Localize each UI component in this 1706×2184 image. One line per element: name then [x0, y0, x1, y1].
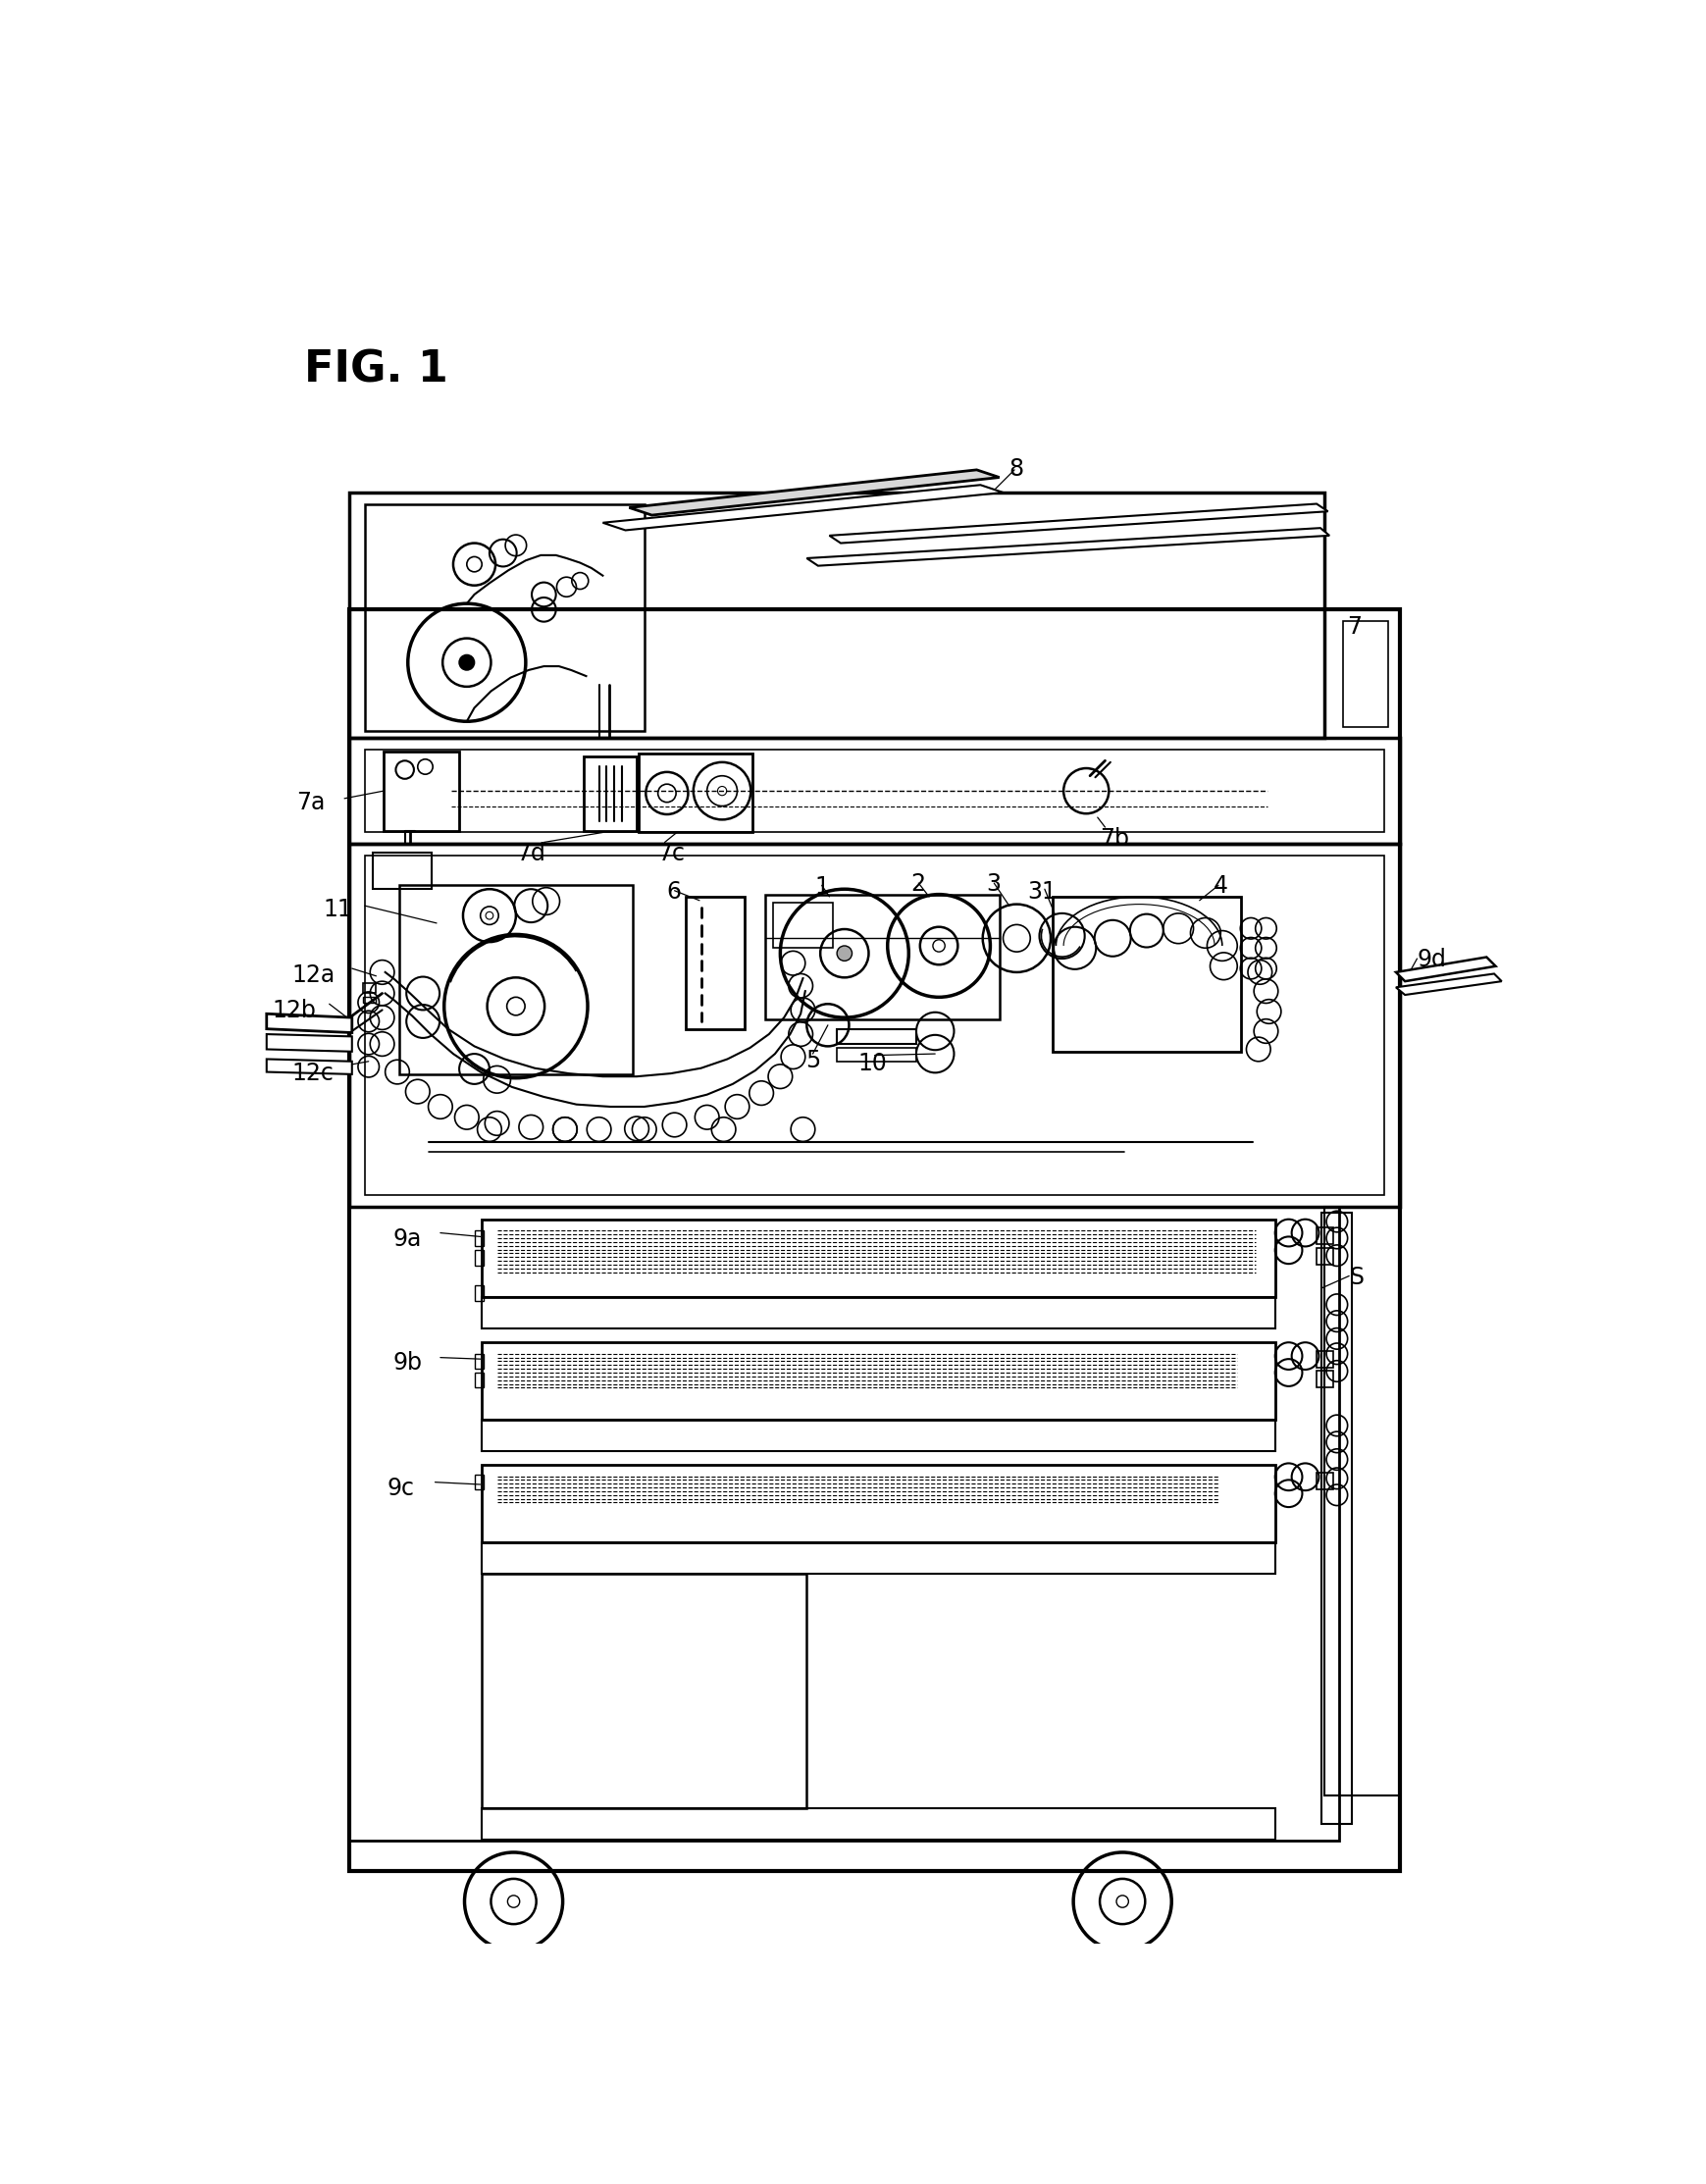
Text: 31: 31 — [1027, 880, 1056, 904]
Text: FIG. 1: FIG. 1 — [304, 349, 449, 391]
Bar — [481, 1542, 1274, 1575]
Bar — [1317, 1372, 1332, 1387]
Bar — [363, 996, 375, 1002]
Text: 9d: 9d — [1418, 948, 1447, 972]
Text: 7c: 7c — [657, 843, 684, 865]
Bar — [583, 758, 636, 830]
Polygon shape — [266, 1059, 351, 1075]
Text: 12b: 12b — [271, 998, 316, 1022]
Text: 12a: 12a — [292, 963, 334, 987]
Bar — [1053, 898, 1240, 1051]
Polygon shape — [630, 470, 1000, 515]
Polygon shape — [266, 1035, 351, 1051]
Text: 7a: 7a — [297, 791, 326, 815]
Polygon shape — [1396, 957, 1496, 981]
Text: 7: 7 — [1346, 616, 1361, 640]
Bar — [350, 609, 1399, 1872]
Bar — [838, 1048, 916, 1061]
Bar — [838, 1029, 916, 1044]
Text: 5: 5 — [805, 1048, 821, 1072]
Bar — [474, 1230, 483, 1245]
Bar — [365, 749, 1385, 832]
Polygon shape — [1396, 974, 1501, 996]
Bar — [372, 854, 432, 889]
Bar — [474, 1249, 483, 1265]
Text: 10: 10 — [858, 1051, 887, 1075]
Bar — [481, 1420, 1274, 1450]
Bar — [474, 1372, 483, 1387]
Bar — [350, 738, 1399, 843]
Bar — [350, 1206, 1339, 1841]
Polygon shape — [829, 505, 1327, 544]
Bar — [481, 1221, 1274, 1297]
Bar — [773, 902, 833, 948]
Circle shape — [838, 946, 851, 961]
Text: 9a: 9a — [392, 1227, 421, 1251]
Polygon shape — [807, 529, 1329, 566]
Bar — [1322, 1212, 1353, 1824]
Polygon shape — [266, 1013, 351, 1033]
Bar — [399, 885, 633, 1075]
Text: 8: 8 — [1010, 456, 1024, 480]
Text: 6: 6 — [667, 880, 682, 904]
Bar — [481, 1808, 1274, 1839]
Text: 2: 2 — [911, 871, 926, 895]
Bar — [481, 1465, 1274, 1542]
Text: S: S — [1349, 1265, 1363, 1289]
Text: 4: 4 — [1213, 874, 1228, 898]
Bar — [686, 898, 746, 1029]
Bar — [363, 983, 375, 992]
Text: 3: 3 — [986, 871, 1001, 895]
Text: 7d: 7d — [515, 843, 546, 865]
Bar — [1317, 1352, 1332, 1367]
Bar — [365, 856, 1385, 1195]
Bar — [1317, 1247, 1332, 1265]
Bar — [350, 843, 1399, 1206]
Bar — [1317, 1472, 1332, 1489]
Text: 7b: 7b — [1100, 828, 1129, 852]
Bar — [481, 1343, 1274, 1420]
Bar — [481, 1297, 1274, 1328]
Bar — [766, 895, 1000, 1020]
Bar — [350, 494, 1324, 738]
Bar — [384, 751, 459, 830]
Bar — [1343, 620, 1389, 727]
Bar — [474, 1354, 483, 1369]
Bar — [640, 753, 752, 832]
Bar — [1324, 609, 1399, 738]
Circle shape — [459, 655, 474, 670]
Text: 12c: 12c — [292, 1061, 334, 1085]
Text: 11: 11 — [322, 898, 353, 922]
Bar — [365, 505, 645, 729]
Bar — [474, 1286, 483, 1302]
Bar — [474, 1474, 483, 1489]
Text: 1: 1 — [814, 876, 829, 900]
Text: 9c: 9c — [387, 1476, 415, 1500]
Polygon shape — [602, 485, 1003, 531]
Bar — [481, 1575, 807, 1808]
Text: 9b: 9b — [392, 1352, 421, 1376]
Bar — [1324, 1206, 1399, 1795]
Bar — [1317, 1227, 1332, 1245]
